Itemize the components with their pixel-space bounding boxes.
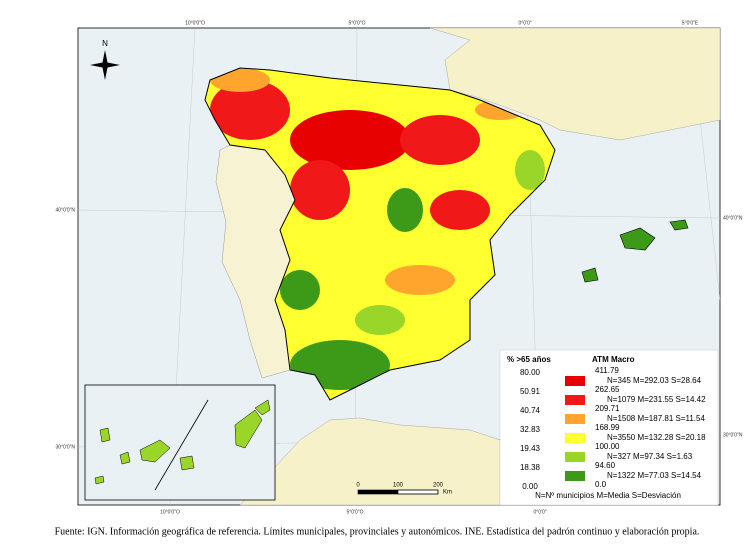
legend-title: % >65 años: [507, 355, 551, 364]
legend-class-limit: 94.60: [595, 461, 616, 470]
legend-class-label: N=327 M=97.34 S=1.63: [607, 452, 693, 461]
graticule-label: 30°0'0"N: [723, 432, 743, 438]
legend-left-value: 18.38: [520, 463, 541, 472]
legend-left-value: 40.74: [520, 406, 541, 415]
legend-class-limit: 262.65: [595, 385, 620, 394]
legend-swatch: [565, 433, 585, 443]
legend-title: ATM Macro: [592, 355, 635, 364]
mallorca: [619, 227, 656, 251]
legend-class-limit: 168.99: [595, 423, 620, 432]
graticule-label: 40°0'0"N: [723, 215, 743, 221]
graticule-label: 5°0'0"E: [682, 20, 699, 26]
north-arrow: N: [90, 39, 120, 80]
legend-swatch: [565, 414, 585, 424]
legend-class-label: N=1079 M=231.55 S=14.42: [607, 395, 706, 404]
legend-swatch: [565, 452, 585, 462]
legend-swatch: [565, 376, 585, 386]
graticule-label: 10°0'0"O: [160, 509, 180, 515]
spain: [204, 67, 556, 401]
legend-class-label: N=3550 M=132.28 S=20.18: [607, 433, 706, 442]
graticule-label: 10°0'0"O: [185, 20, 205, 26]
caption: Fuente: IGN. Información geográfica de r…: [55, 526, 700, 537]
ibiza: [581, 267, 599, 283]
legend-class-label: N=1508 M=187.81 S=11.54: [607, 414, 705, 423]
graticule-label: 30°0'0"N: [56, 444, 76, 450]
graticule-label: 0°0'0": [533, 509, 546, 515]
legend-left-value: 0.00: [522, 482, 538, 491]
legend-class-label: N=1322 M=77.03 S=14.54: [607, 471, 702, 480]
scale-label: 200: [433, 483, 444, 489]
legend-left-value: 19.43: [520, 444, 541, 453]
legend-note: N=Nº municipios M=Media S=Desviación: [535, 491, 681, 500]
scale-bar: 0 100 200 Km: [356, 483, 452, 496]
legend-class-limit: 0.0: [595, 480, 607, 489]
legend-class-limit: 100.00: [595, 442, 620, 451]
north-label: N: [102, 39, 108, 48]
france: [429, 27, 721, 141]
scale-unit: Km: [443, 490, 452, 496]
scale-label: 100: [393, 483, 404, 489]
legend-class-limit: 209.71: [595, 404, 620, 413]
legend-left-value: 80.00: [520, 368, 541, 377]
scale-label: 0: [356, 483, 360, 489]
canary-islands: [94, 399, 271, 485]
graticule-label: 0°0'0": [518, 20, 531, 26]
legend-swatch: [565, 471, 585, 481]
legend-class-label: N=345 M=292.03 S=28.64: [607, 376, 702, 385]
legend-left-value: 50.91: [520, 387, 541, 396]
legend-class-limit: 411.79: [595, 366, 619, 375]
legend-box: [499, 349, 719, 506]
menorca: [669, 219, 689, 231]
graticule-label: 40°0'0"N: [56, 207, 76, 213]
inset-divider: [154, 399, 209, 491]
graticule-label: 5°0'0"O: [349, 20, 366, 26]
graticule-label: 5°0'0"O: [347, 509, 364, 515]
legend-swatch: [565, 395, 585, 405]
legend-left-value: 32.83: [520, 425, 541, 434]
